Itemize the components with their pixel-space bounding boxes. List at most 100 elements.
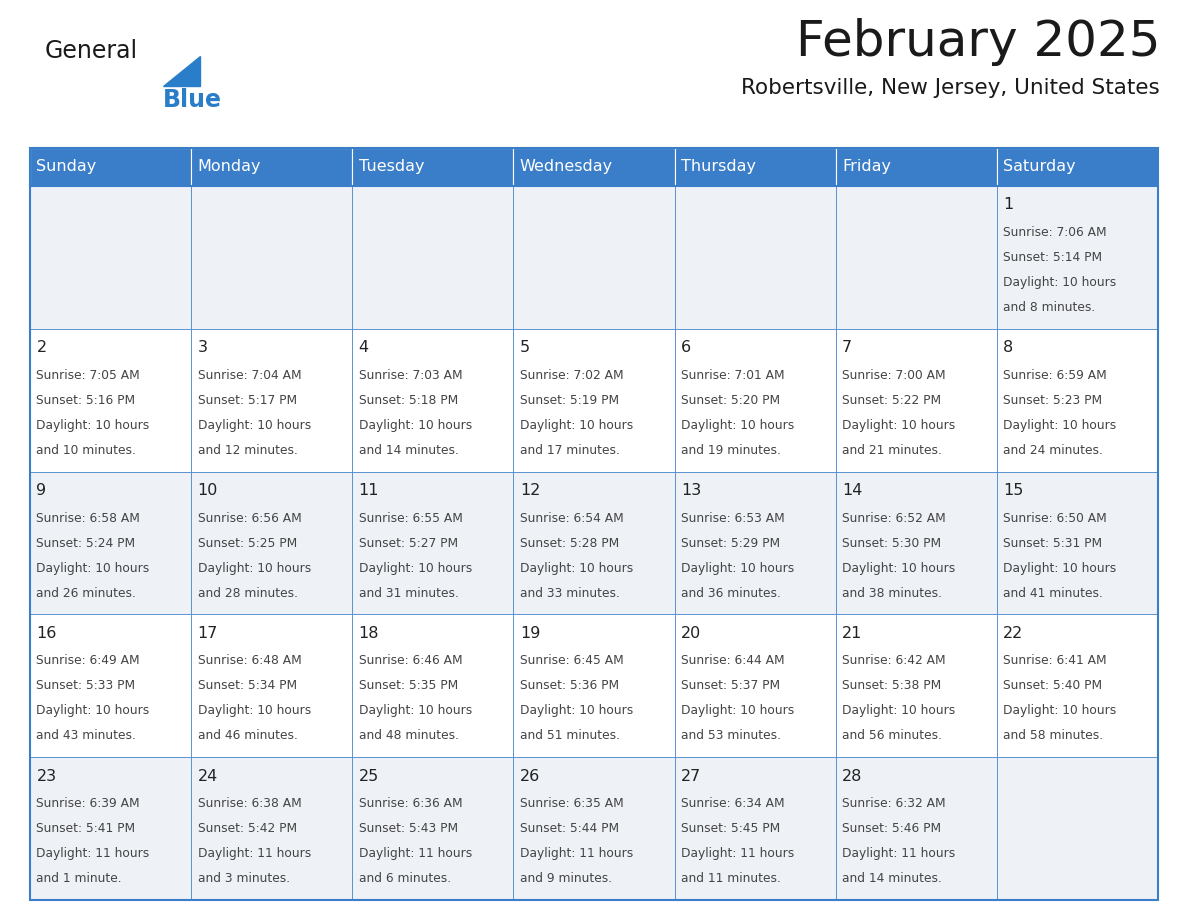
Text: Saturday: Saturday [1004, 160, 1076, 174]
Text: Sunset: 5:33 PM: Sunset: 5:33 PM [37, 679, 135, 692]
Text: Sunrise: 6:38 AM: Sunrise: 6:38 AM [197, 797, 302, 811]
Text: Sunset: 5:24 PM: Sunset: 5:24 PM [37, 537, 135, 550]
Text: 4: 4 [359, 341, 368, 355]
Text: 28: 28 [842, 768, 862, 784]
Text: and 58 minutes.: and 58 minutes. [1004, 730, 1104, 743]
Text: Daylight: 11 hours: Daylight: 11 hours [359, 847, 472, 860]
Text: Sunset: 5:44 PM: Sunset: 5:44 PM [520, 823, 619, 835]
Text: Sunrise: 6:53 AM: Sunrise: 6:53 AM [681, 511, 785, 524]
Text: Daylight: 10 hours: Daylight: 10 hours [359, 419, 472, 431]
Text: Sunrise: 6:44 AM: Sunrise: 6:44 AM [681, 655, 784, 667]
Text: Sunset: 5:16 PM: Sunset: 5:16 PM [37, 394, 135, 407]
Text: Daylight: 11 hours: Daylight: 11 hours [520, 847, 633, 860]
Text: Daylight: 10 hours: Daylight: 10 hours [197, 419, 311, 431]
Text: and 43 minutes.: and 43 minutes. [37, 730, 137, 743]
Text: and 36 minutes.: and 36 minutes. [681, 587, 781, 599]
Text: Sunset: 5:25 PM: Sunset: 5:25 PM [197, 537, 297, 550]
Text: Daylight: 10 hours: Daylight: 10 hours [520, 704, 633, 717]
Text: Sunrise: 7:05 AM: Sunrise: 7:05 AM [37, 369, 140, 382]
Text: Sunrise: 6:59 AM: Sunrise: 6:59 AM [1004, 369, 1107, 382]
Text: Robertsville, New Jersey, United States: Robertsville, New Jersey, United States [741, 78, 1159, 98]
Text: Daylight: 10 hours: Daylight: 10 hours [842, 704, 955, 717]
Text: 1: 1 [1004, 197, 1013, 212]
Text: 18: 18 [359, 626, 379, 641]
Text: and 10 minutes.: and 10 minutes. [37, 443, 137, 457]
Text: Sunset: 5:18 PM: Sunset: 5:18 PM [359, 394, 459, 407]
Text: Daylight: 10 hours: Daylight: 10 hours [37, 419, 150, 431]
Text: Sunset: 5:41 PM: Sunset: 5:41 PM [37, 823, 135, 835]
Text: and 38 minutes.: and 38 minutes. [842, 587, 942, 599]
Text: Sunrise: 6:56 AM: Sunrise: 6:56 AM [197, 511, 302, 524]
Text: Daylight: 11 hours: Daylight: 11 hours [681, 847, 795, 860]
Text: Sunrise: 6:41 AM: Sunrise: 6:41 AM [1004, 655, 1107, 667]
Text: Sunset: 5:34 PM: Sunset: 5:34 PM [197, 679, 297, 692]
Text: Sunset: 5:45 PM: Sunset: 5:45 PM [681, 823, 781, 835]
Text: Sunset: 5:46 PM: Sunset: 5:46 PM [842, 823, 941, 835]
Text: Daylight: 10 hours: Daylight: 10 hours [1004, 419, 1117, 431]
Text: and 51 minutes.: and 51 minutes. [520, 730, 620, 743]
Text: 3: 3 [197, 341, 208, 355]
Text: Sunrise: 6:50 AM: Sunrise: 6:50 AM [1004, 511, 1107, 524]
Text: 8: 8 [1004, 341, 1013, 355]
Text: Sunset: 5:14 PM: Sunset: 5:14 PM [1004, 251, 1102, 264]
Text: 17: 17 [197, 626, 217, 641]
Text: Sunset: 5:29 PM: Sunset: 5:29 PM [681, 537, 781, 550]
Text: 26: 26 [520, 768, 541, 784]
Text: Monday: Monday [197, 160, 261, 174]
Text: Sunrise: 6:58 AM: Sunrise: 6:58 AM [37, 511, 140, 524]
Text: and 9 minutes.: and 9 minutes. [520, 872, 612, 885]
Text: Sunrise: 7:00 AM: Sunrise: 7:00 AM [842, 369, 946, 382]
Text: Sunset: 5:36 PM: Sunset: 5:36 PM [520, 679, 619, 692]
Text: and 46 minutes.: and 46 minutes. [197, 730, 297, 743]
Text: Daylight: 10 hours: Daylight: 10 hours [197, 562, 311, 575]
Text: 7: 7 [842, 341, 852, 355]
Text: 10: 10 [197, 483, 217, 498]
Text: and 33 minutes.: and 33 minutes. [520, 587, 620, 599]
Text: 6: 6 [681, 341, 691, 355]
Text: and 21 minutes.: and 21 minutes. [842, 443, 942, 457]
Text: Sunrise: 6:42 AM: Sunrise: 6:42 AM [842, 655, 946, 667]
Text: Daylight: 10 hours: Daylight: 10 hours [681, 562, 795, 575]
Text: 20: 20 [681, 626, 701, 641]
Text: Sunrise: 6:49 AM: Sunrise: 6:49 AM [37, 655, 140, 667]
Text: 27: 27 [681, 768, 701, 784]
Text: Sunrise: 6:45 AM: Sunrise: 6:45 AM [520, 655, 624, 667]
Text: Thursday: Thursday [681, 160, 756, 174]
Text: Blue: Blue [163, 88, 222, 112]
Text: and 8 minutes.: and 8 minutes. [1004, 301, 1095, 314]
Text: Sunrise: 6:34 AM: Sunrise: 6:34 AM [681, 797, 784, 811]
Text: General: General [45, 39, 138, 63]
Text: and 41 minutes.: and 41 minutes. [1004, 587, 1104, 599]
Text: Daylight: 11 hours: Daylight: 11 hours [842, 847, 955, 860]
Text: and 31 minutes.: and 31 minutes. [359, 587, 459, 599]
Text: 16: 16 [37, 626, 57, 641]
Text: and 6 minutes.: and 6 minutes. [359, 872, 451, 885]
Text: and 53 minutes.: and 53 minutes. [681, 730, 781, 743]
Text: Sunset: 5:42 PM: Sunset: 5:42 PM [197, 823, 297, 835]
Text: and 14 minutes.: and 14 minutes. [842, 872, 942, 885]
Text: and 28 minutes.: and 28 minutes. [197, 587, 297, 599]
Text: Friday: Friday [842, 160, 891, 174]
Text: Sunrise: 6:54 AM: Sunrise: 6:54 AM [520, 511, 624, 524]
Text: and 1 minute.: and 1 minute. [37, 872, 122, 885]
Text: February 2025: February 2025 [796, 18, 1159, 66]
Text: Sunrise: 7:03 AM: Sunrise: 7:03 AM [359, 369, 462, 382]
Text: Sunrise: 6:48 AM: Sunrise: 6:48 AM [197, 655, 302, 667]
Text: Daylight: 10 hours: Daylight: 10 hours [520, 419, 633, 431]
Polygon shape [163, 56, 200, 86]
Text: Sunset: 5:27 PM: Sunset: 5:27 PM [359, 537, 457, 550]
Text: Daylight: 10 hours: Daylight: 10 hours [1004, 704, 1117, 717]
Text: Sunset: 5:31 PM: Sunset: 5:31 PM [1004, 537, 1102, 550]
Text: Daylight: 10 hours: Daylight: 10 hours [681, 704, 795, 717]
Text: 21: 21 [842, 626, 862, 641]
Text: Sunrise: 6:36 AM: Sunrise: 6:36 AM [359, 797, 462, 811]
Text: Daylight: 10 hours: Daylight: 10 hours [197, 704, 311, 717]
Text: 19: 19 [520, 626, 541, 641]
Text: 13: 13 [681, 483, 701, 498]
Text: Sunset: 5:17 PM: Sunset: 5:17 PM [197, 394, 297, 407]
Text: 22: 22 [1004, 626, 1024, 641]
Text: Sunrise: 6:35 AM: Sunrise: 6:35 AM [520, 797, 624, 811]
Text: and 14 minutes.: and 14 minutes. [359, 443, 459, 457]
Text: Daylight: 10 hours: Daylight: 10 hours [1004, 276, 1117, 289]
Text: Sunrise: 6:52 AM: Sunrise: 6:52 AM [842, 511, 946, 524]
